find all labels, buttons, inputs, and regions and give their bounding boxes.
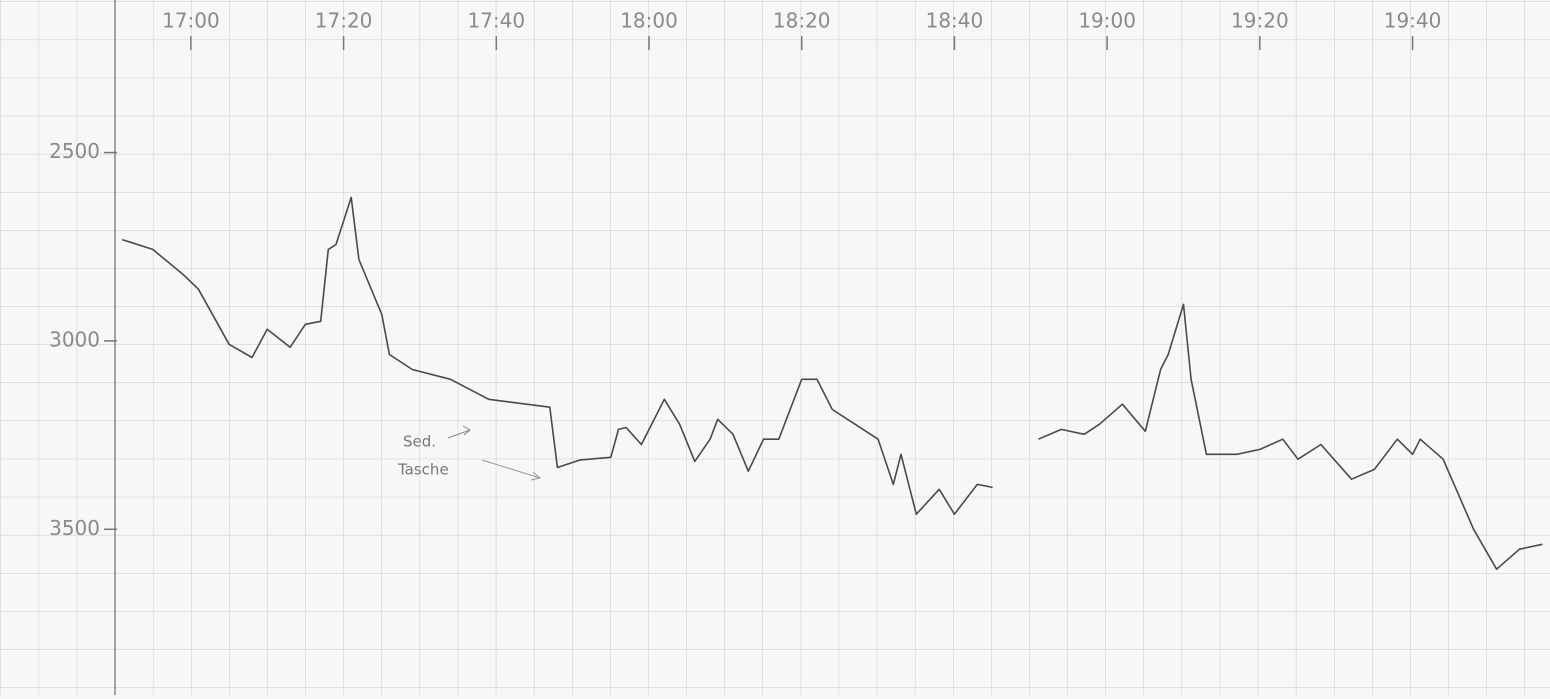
x-tick-label: 18:40 <box>926 9 984 33</box>
annotation: Sed. <box>403 433 436 451</box>
x-tick-label: 17:20 <box>315 9 373 33</box>
y-tick-label: 3500 <box>49 516 100 540</box>
x-tick-label: 17:00 <box>162 9 220 33</box>
x-tick-label: 19:00 <box>1078 9 1136 33</box>
annotation-arrow <box>447 425 471 439</box>
x-tick-label: 18:00 <box>620 9 678 33</box>
x-tick-label: 18:20 <box>773 9 831 33</box>
depth-line <box>121 196 1543 570</box>
x-tick-label: 17:40 <box>467 9 525 33</box>
y-tick-label: 2500 <box>49 139 100 163</box>
x-tick-label: 19:20 <box>1231 9 1289 33</box>
y-tick-label: 3000 <box>49 327 100 351</box>
x-tick-label: 19:40 <box>1384 9 1442 33</box>
annotation: Tasche <box>397 461 449 479</box>
annotation-arrow <box>481 459 542 481</box>
